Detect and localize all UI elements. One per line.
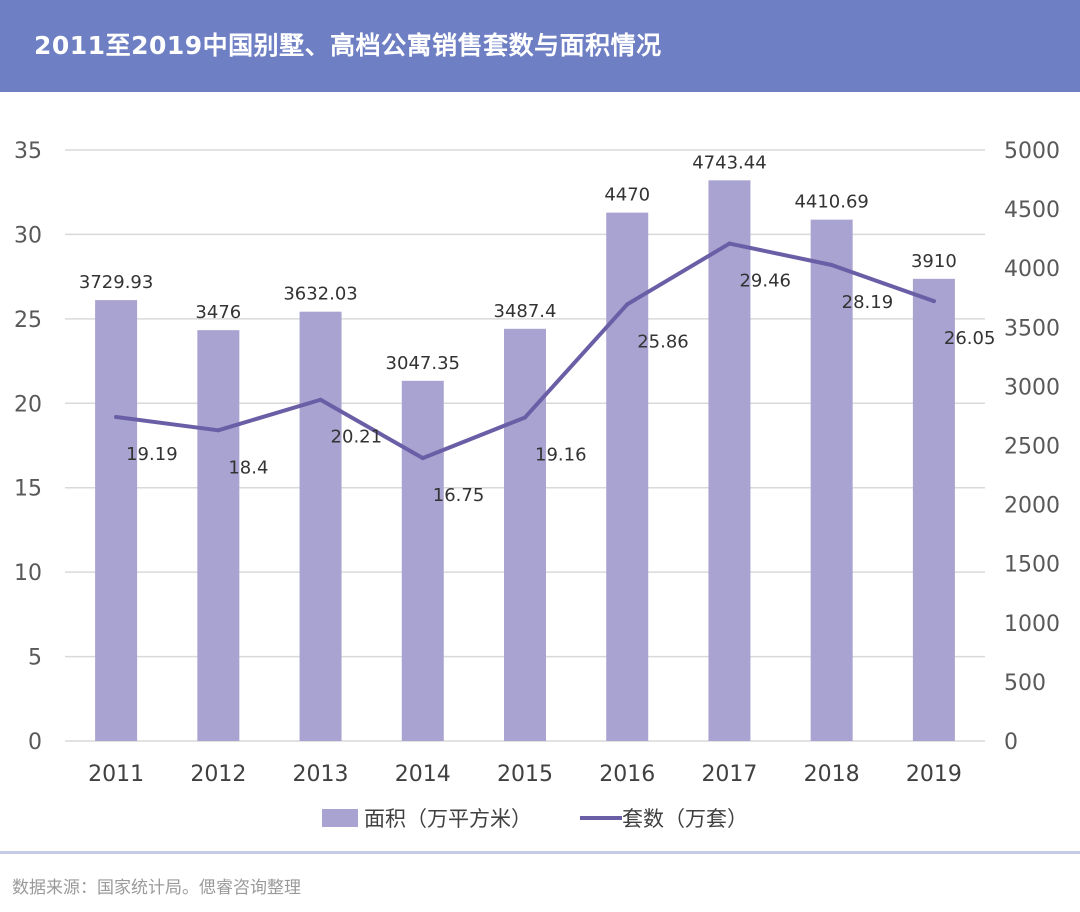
line-data-label: 26.05 xyxy=(944,328,996,349)
line-point xyxy=(931,299,936,304)
bar-data-label: 3487.4 xyxy=(494,301,557,322)
bar xyxy=(95,300,138,741)
left-axis-tick-label: 5 xyxy=(28,646,42,671)
line-point xyxy=(523,415,527,420)
bar xyxy=(401,380,444,741)
line-point xyxy=(625,302,630,307)
x-axis-tick-label: 2019 xyxy=(906,762,962,787)
legend-bar-label: 面积（万平方米） xyxy=(364,807,532,831)
bar xyxy=(299,311,342,741)
left-axis-tick-label: 15 xyxy=(14,477,42,502)
bar-data-label: 4470 xyxy=(604,185,650,206)
bar xyxy=(810,219,853,741)
bar-data-label: 3476 xyxy=(195,302,241,323)
line-point xyxy=(420,456,425,461)
x-axis-tick-label: 2015 xyxy=(497,762,553,787)
bar xyxy=(912,278,955,741)
x-axis-tick-label: 2012 xyxy=(190,762,246,787)
line-data-label: 25.86 xyxy=(637,331,689,352)
left-axis-tick-label: 30 xyxy=(14,223,42,248)
bar xyxy=(606,212,649,741)
bar xyxy=(504,328,546,741)
x-axis-tick-label: 2017 xyxy=(701,762,757,787)
line-point xyxy=(216,428,221,433)
line-point xyxy=(829,262,834,267)
line-data-label: 20.21 xyxy=(331,427,383,448)
right-axis-tick-label: 2500 xyxy=(1004,435,1060,460)
line-data-label: 19.16 xyxy=(535,444,587,465)
bar-data-label: 4743.44 xyxy=(692,152,766,173)
right-axis-tick-label: 1000 xyxy=(1004,612,1060,637)
line-data-label: 19.19 xyxy=(126,444,178,465)
x-axis-tick-label: 2016 xyxy=(599,762,655,787)
legend-bar-swatch xyxy=(322,809,358,827)
right-axis-tick-label: 500 xyxy=(1004,671,1046,696)
bar-data-label: 3910 xyxy=(911,251,957,272)
right-axis-tick-label: 2000 xyxy=(1004,494,1060,519)
line-point xyxy=(727,241,732,246)
right-axis-tick-label: 3000 xyxy=(1004,375,1060,400)
bar xyxy=(197,330,240,741)
legend-line-label: 套数（万套） xyxy=(622,807,748,831)
left-axis-tick-label: 20 xyxy=(14,392,42,417)
line-data-label: 29.46 xyxy=(739,271,791,292)
line-data-label: 28.19 xyxy=(842,292,894,313)
x-axis-tick-label: 2018 xyxy=(804,762,860,787)
data-source-note: 数据来源：国家统计局。偲睿咨询整理 xyxy=(12,878,301,898)
left-axis-tick-label: 25 xyxy=(14,308,42,333)
right-axis-tick-label: 4500 xyxy=(1004,198,1060,223)
right-axis-tick-label: 5000 xyxy=(1004,139,1060,164)
left-axis-tick-label: 0 xyxy=(28,730,42,755)
x-axis-tick-label: 2014 xyxy=(395,762,451,787)
bar-data-label: 3729.93 xyxy=(79,272,153,293)
right-axis-tick-label: 4000 xyxy=(1004,257,1060,282)
line-data-label: 18.4 xyxy=(228,457,268,478)
footer-divider xyxy=(0,851,1080,854)
bar-data-label: 4410.69 xyxy=(794,192,868,213)
right-axis-tick-label: 1500 xyxy=(1004,553,1060,578)
right-axis-tick-label: 3500 xyxy=(1004,316,1060,341)
bar-data-label: 3632.03 xyxy=(283,284,357,305)
left-axis-tick-label: 10 xyxy=(14,561,42,586)
left-axis-tick-label: 35 xyxy=(14,139,42,164)
right-axis-tick-label: 0 xyxy=(1004,730,1018,755)
line-data-label: 16.75 xyxy=(433,485,485,506)
x-axis-tick-label: 2011 xyxy=(88,762,144,787)
bar xyxy=(708,180,751,742)
line-point xyxy=(114,414,119,419)
bar-data-label: 3047.35 xyxy=(386,353,460,374)
combo-chart: 0 5 10 15 20 25 30 35 0 500 1000 1500 2000 2500 3000 35… xyxy=(14,139,1060,831)
header-banner: 2011至2019中国别墅、高档公寓销售套数与面积情况 xyxy=(0,0,1080,92)
x-axis-tick-label: 2013 xyxy=(293,762,349,787)
chart-title: 2011至2019中国别墅、高档公寓销售套数与面积情况 xyxy=(34,31,662,60)
line-point xyxy=(318,397,323,402)
